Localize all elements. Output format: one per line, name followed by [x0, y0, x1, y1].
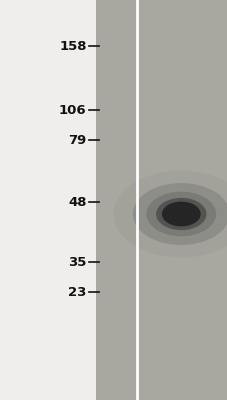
Text: 158: 158: [59, 40, 86, 52]
Ellipse shape: [161, 202, 200, 226]
Text: 79: 79: [68, 134, 86, 146]
Ellipse shape: [146, 192, 215, 236]
Ellipse shape: [132, 183, 227, 245]
Ellipse shape: [155, 198, 206, 230]
Bar: [95, 0, 227, 400]
Text: 48: 48: [68, 196, 86, 208]
Text: 23: 23: [68, 286, 86, 298]
Text: 106: 106: [59, 104, 86, 116]
Ellipse shape: [113, 170, 227, 258]
Text: 35: 35: [68, 256, 86, 268]
Bar: [0, 0, 95, 400]
